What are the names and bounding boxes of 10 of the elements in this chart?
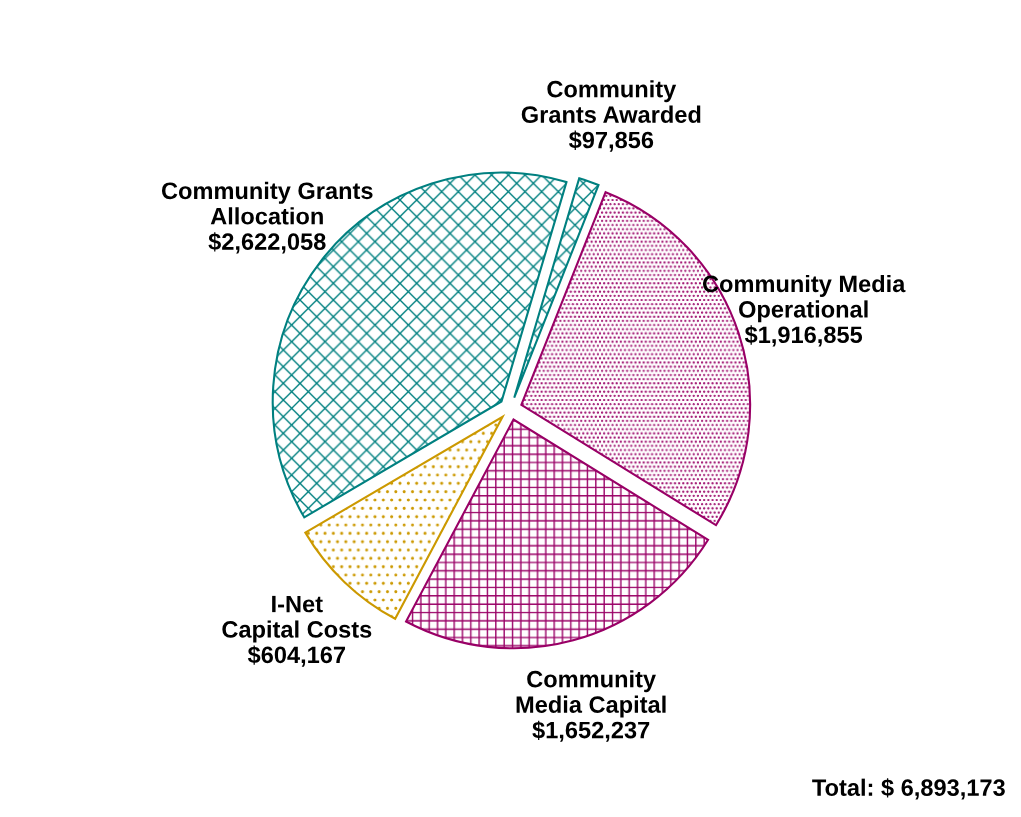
slice-label: Community Grants Awarded <box>521 80 701 123</box>
text: Total: $ 6,893,173 <box>812 778 1005 800</box>
data-label: $2,622,058 <box>208 232 326 254</box>
data-label: $1,916,855 <box>744 325 863 347</box>
data-label: $1,652,237 <box>532 720 650 742</box>
slice-label: Community Grants Allocation <box>161 181 373 225</box>
data-label: $97,856 <box>568 130 654 152</box>
slice-label: Community Media Capital <box>516 670 666 718</box>
slice-label: I-Net Capital Costs <box>222 595 372 643</box>
data-label: $604,167 <box>247 645 346 667</box>
